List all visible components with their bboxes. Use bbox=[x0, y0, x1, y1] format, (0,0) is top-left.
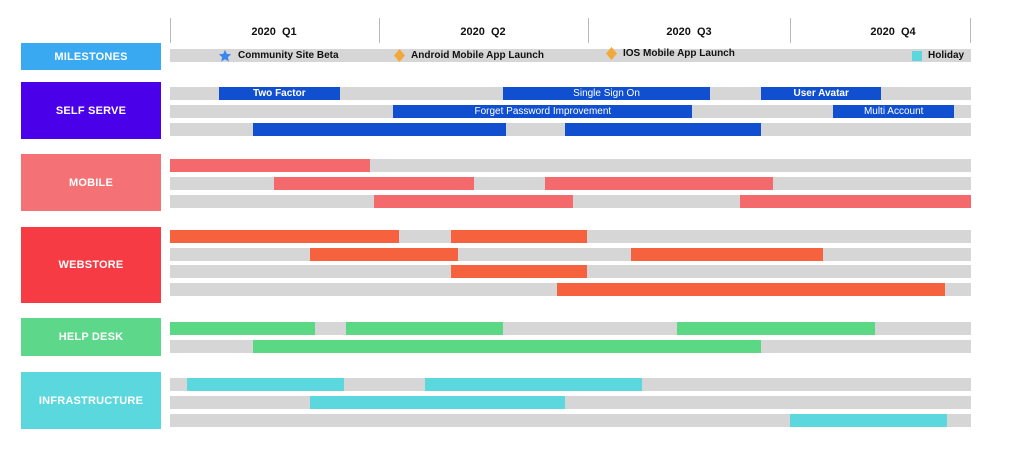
category-label: WEBSTORE bbox=[58, 259, 124, 271]
task-bar[interactable]: Multi Account bbox=[833, 105, 955, 118]
task-bar[interactable] bbox=[310, 248, 459, 261]
diamond-icon bbox=[606, 47, 617, 60]
timeline-track bbox=[170, 248, 971, 261]
milestone-label: Android Mobile App Launch bbox=[411, 50, 544, 61]
quarter-divider bbox=[588, 18, 589, 43]
quarter-label-q4: 2020 Q4 bbox=[870, 26, 916, 38]
timeline-track bbox=[170, 159, 971, 172]
milestone-label: IOS Mobile App Launch bbox=[623, 48, 735, 59]
task-bar[interactable]: Forget Password Improvement bbox=[393, 105, 693, 118]
task-bar[interactable] bbox=[186, 378, 344, 391]
task-bar[interactable]: Two Factor bbox=[218, 87, 340, 100]
task-bar[interactable] bbox=[253, 123, 507, 136]
task-bar[interactable] bbox=[451, 230, 588, 243]
task-bar[interactable] bbox=[451, 265, 588, 278]
task-bar[interactable]: User Avatar bbox=[761, 87, 882, 100]
task-bar[interactable] bbox=[424, 378, 642, 391]
category-help-desk: HELP DESK bbox=[21, 318, 161, 356]
milestone-label: Community Site Beta bbox=[238, 50, 339, 61]
quarter-label-q2: 2020 Q2 bbox=[460, 26, 506, 38]
task-bar[interactable] bbox=[170, 159, 371, 172]
category-self-serve: SELF SERVE bbox=[21, 82, 161, 139]
category-label: HELP DESK bbox=[58, 331, 124, 343]
category-label: MOBILE bbox=[69, 176, 113, 189]
quarter-divider bbox=[170, 18, 171, 43]
task-bar[interactable] bbox=[544, 177, 774, 190]
category-mobile: MOBILE bbox=[21, 154, 161, 211]
task-bar[interactable] bbox=[170, 322, 315, 335]
task-bar[interactable] bbox=[253, 340, 762, 353]
milestone-item: Holiday bbox=[912, 49, 964, 62]
category-webstore: WEBSTORE bbox=[21, 227, 161, 303]
task-bar[interactable] bbox=[374, 195, 573, 208]
timeline-track bbox=[170, 414, 971, 427]
milestone-item: Community Site Beta bbox=[218, 49, 339, 62]
category-infrastructure: INFRASTRUCTURE bbox=[21, 372, 161, 429]
task-bar[interactable] bbox=[789, 414, 947, 427]
task-bar[interactable] bbox=[170, 230, 400, 243]
task-bar[interactable] bbox=[740, 195, 971, 208]
task-bar[interactable] bbox=[346, 322, 504, 335]
task-bar[interactable] bbox=[564, 123, 762, 136]
milestone-label: Holiday bbox=[928, 50, 965, 61]
category-label: MILESTONES bbox=[54, 50, 128, 63]
diamond-icon bbox=[394, 49, 405, 62]
milestone-track bbox=[170, 49, 971, 62]
task-bar[interactable] bbox=[556, 283, 945, 296]
task-bar[interactable] bbox=[630, 248, 823, 261]
milestone-item: IOS Mobile App Launch bbox=[606, 47, 735, 60]
task-bar[interactable] bbox=[310, 396, 565, 409]
task-bar[interactable] bbox=[677, 322, 875, 335]
square-icon bbox=[912, 50, 922, 61]
timeline-track bbox=[170, 396, 971, 409]
category-milestones: MILESTONES bbox=[21, 43, 161, 70]
category-label: INFRASTRUCTURE bbox=[38, 394, 144, 407]
star-icon bbox=[218, 49, 232, 63]
quarter-label-q1: 2020 Q1 bbox=[251, 26, 297, 38]
quarter-divider bbox=[379, 18, 380, 43]
task-bar[interactable] bbox=[274, 177, 474, 190]
milestone-item: Android Mobile App Launch bbox=[394, 49, 544, 62]
quarter-label-q3: 2020 Q3 bbox=[666, 26, 712, 38]
quarter-divider bbox=[790, 18, 791, 43]
task-bar[interactable]: Single Sign On bbox=[503, 87, 710, 100]
quarter-divider bbox=[970, 18, 971, 43]
category-label: SELF SERVE bbox=[55, 104, 127, 117]
